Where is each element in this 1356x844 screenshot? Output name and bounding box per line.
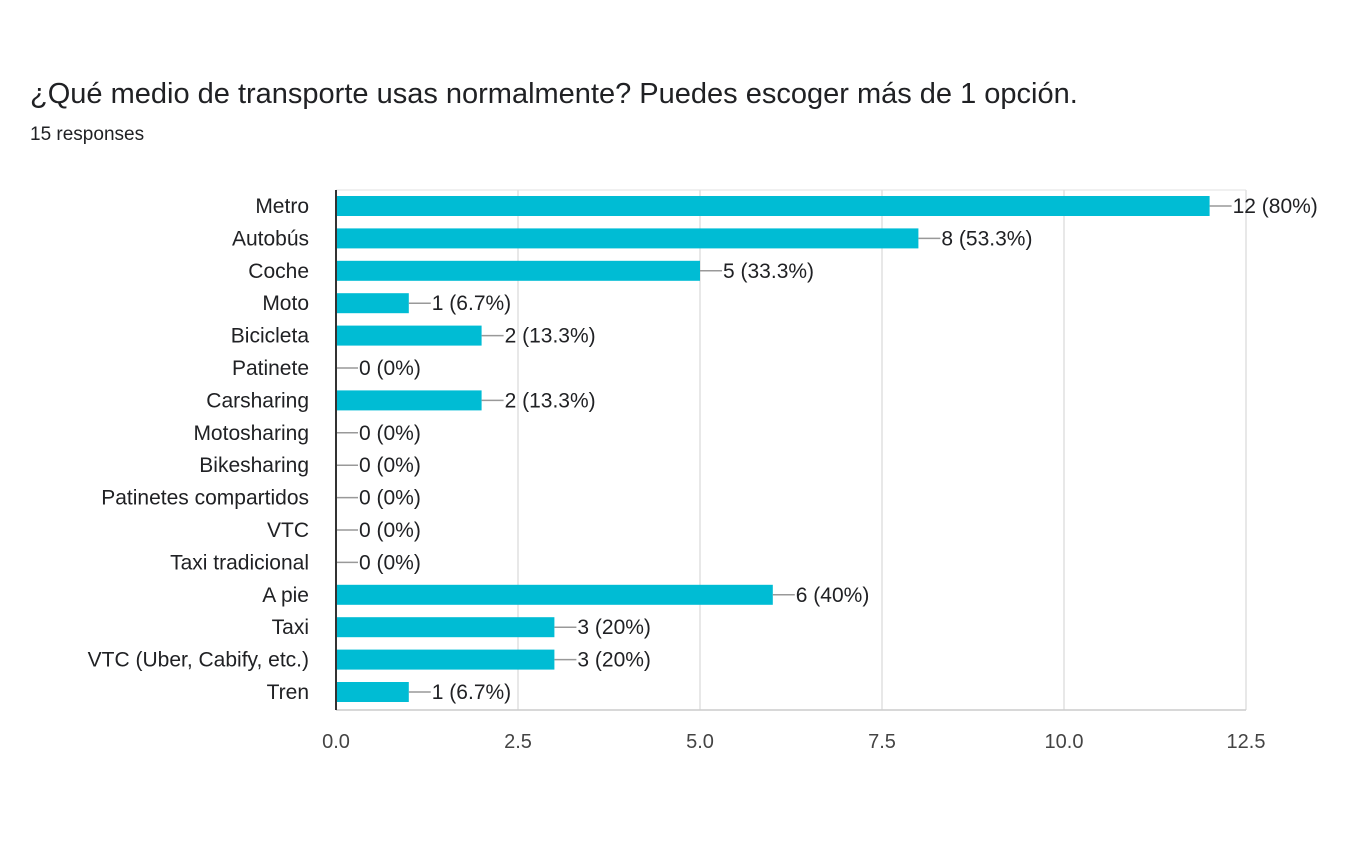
x-tick-label: 0.0 [322, 731, 350, 753]
data-label: 1 (6.7%) [432, 681, 511, 704]
category-label: Taxi [272, 616, 309, 639]
data-label: 0 (0%) [359, 551, 421, 574]
data-label: 2 (13.3%) [505, 325, 596, 348]
x-tick-label: 12.5 [1227, 731, 1266, 753]
data-label: 0 (0%) [359, 454, 421, 477]
category-label: Coche [248, 260, 309, 283]
category-label: Tren [267, 681, 309, 704]
bar [336, 260, 700, 281]
category-label: Carsharing [206, 389, 309, 412]
x-tick-label: 10.0 [1045, 731, 1084, 753]
bar [336, 325, 482, 346]
bar [336, 682, 409, 702]
category-label: Bicicleta [231, 325, 310, 348]
chart-title: ¿Qué medio de transporte usas normalment… [30, 78, 1078, 110]
data-label: 1 (6.7%) [432, 292, 511, 315]
category-label: A pie [262, 584, 309, 607]
data-label: 2 (13.3%) [505, 389, 596, 412]
x-tick-label: 2.5 [504, 731, 532, 753]
data-label: 0 (0%) [359, 519, 421, 542]
data-label: 12 (80%) [1233, 195, 1318, 218]
x-tick-label: 5.0 [686, 731, 714, 753]
category-label: Autobús [232, 227, 309, 250]
category-label: Metro [255, 195, 309, 218]
category-label: Moto [262, 292, 309, 315]
category-label: Bikesharing [199, 454, 309, 477]
data-label: 5 (33.3%) [723, 260, 814, 283]
category-label: Patinete [232, 357, 309, 380]
bar [336, 228, 919, 249]
bars [336, 196, 1232, 702]
x-tick-label: 7.5 [868, 731, 896, 753]
bar [336, 293, 409, 314]
responses-count: 15 responses [30, 124, 145, 145]
labels: 0.0 2.5 5.0 7.5 10.0 12.5 12 (80%) Metro 8 (53.3… [88, 195, 1318, 753]
category-label: Taxi tradicional [170, 551, 309, 574]
bar [336, 617, 555, 638]
bar [336, 584, 773, 605]
data-label: 0 (0%) [359, 357, 421, 380]
category-label: Motosharing [193, 422, 309, 445]
data-label: 0 (0%) [359, 487, 421, 510]
data-label: 3 (20%) [577, 649, 651, 672]
bar [336, 649, 555, 670]
category-label: Patinetes compartidos [101, 487, 309, 510]
data-label: 0 (0%) [359, 422, 421, 445]
data-label: 3 (20%) [577, 616, 651, 639]
data-label: 8 (53.3%) [941, 227, 1032, 250]
category-label: VTC [267, 519, 309, 542]
axes [335, 190, 1246, 711]
data-label: 6 (40%) [796, 584, 870, 607]
category-label: VTC (Uber, Cabify, etc.) [88, 649, 309, 672]
bar [336, 390, 482, 411]
bar [336, 196, 1210, 216]
